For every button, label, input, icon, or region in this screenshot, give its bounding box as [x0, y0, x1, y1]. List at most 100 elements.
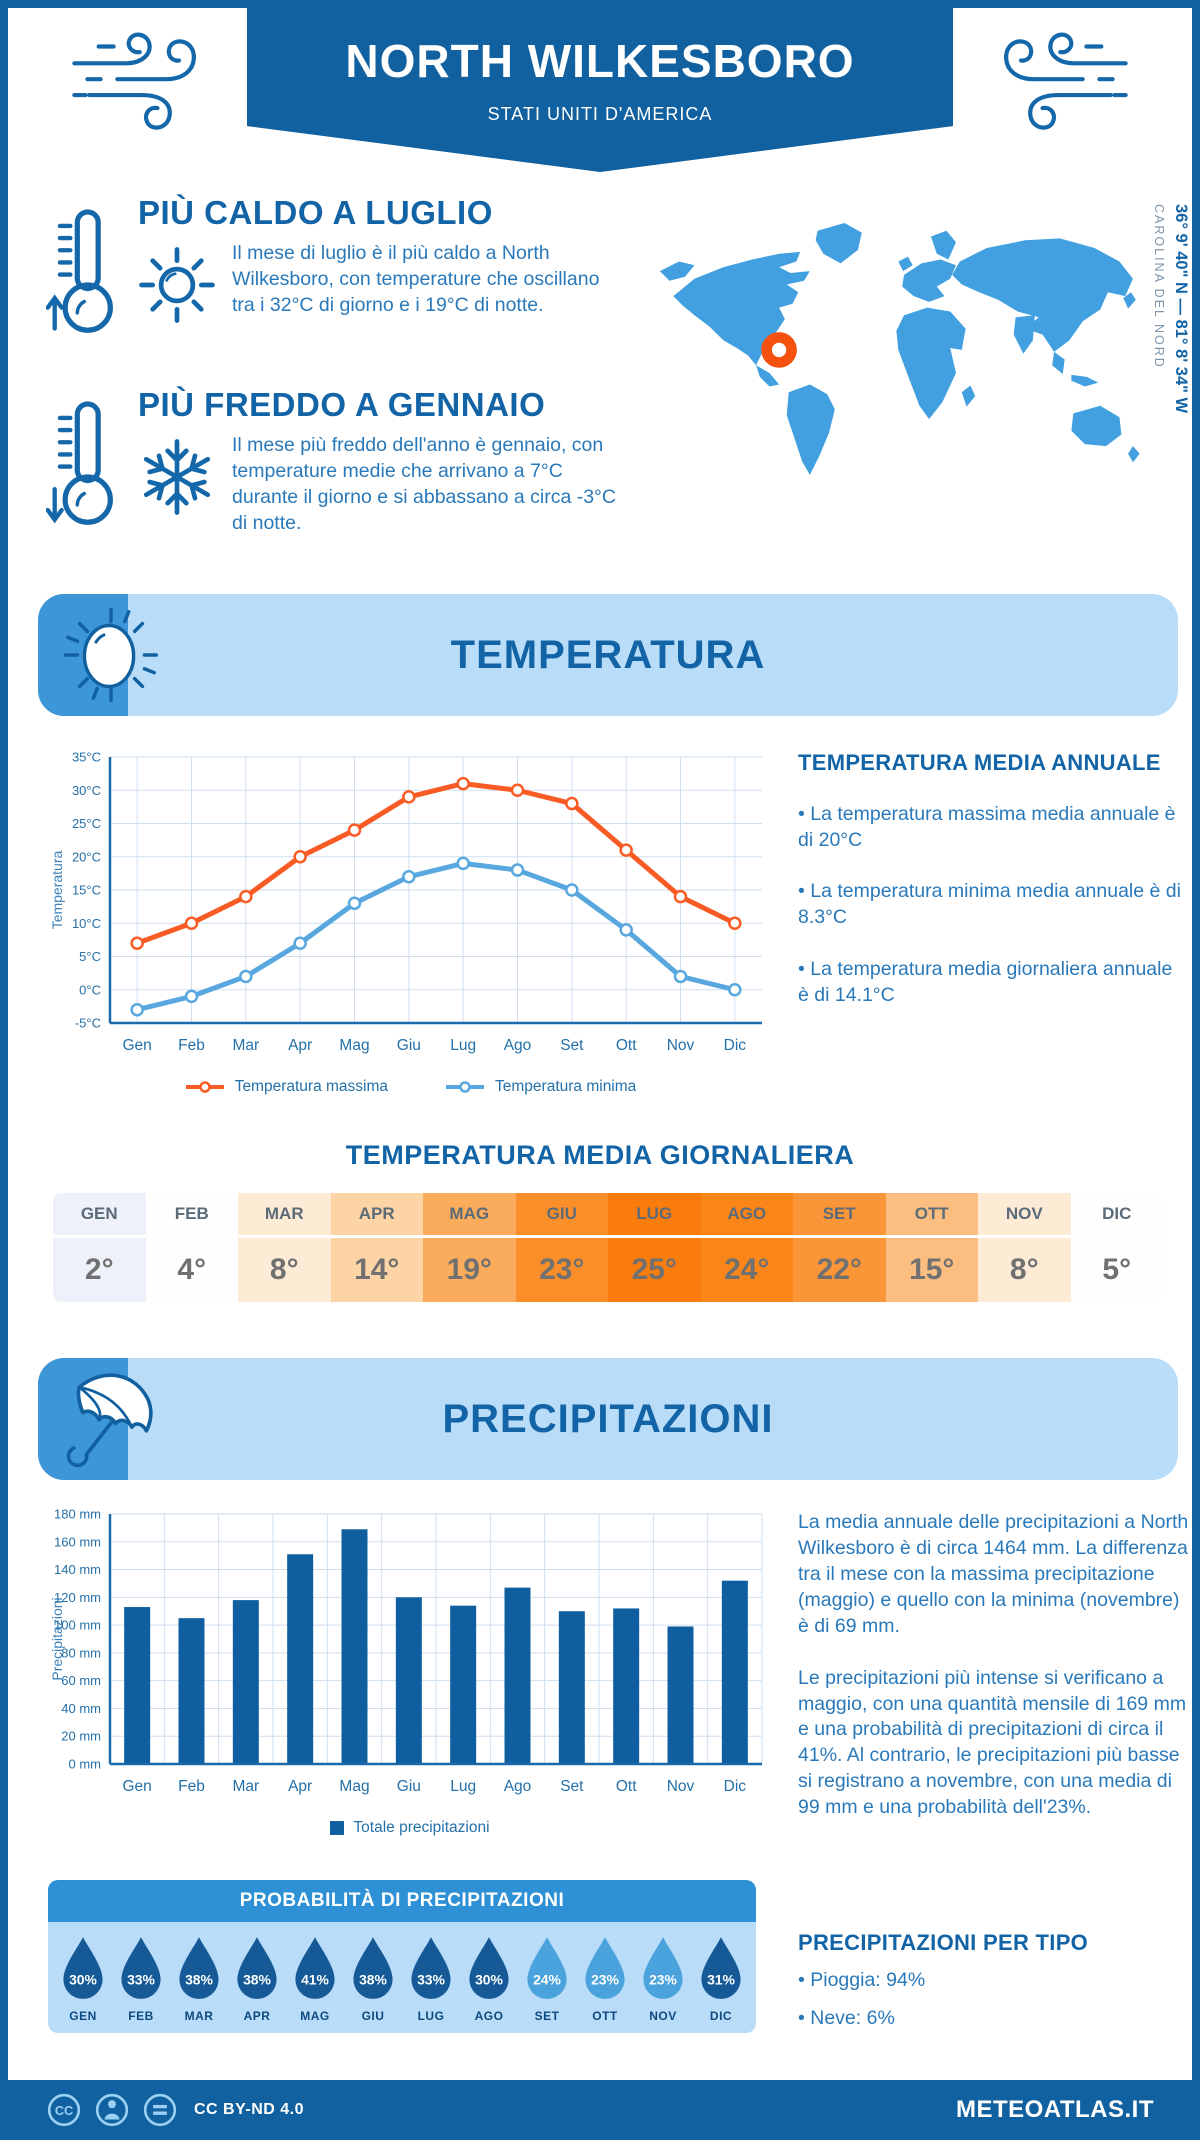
- daily-table-month: GEN: [53, 1193, 146, 1238]
- map-block: 36° 9' 40" N — 81° 8' 34" W CAROLINA DEL…: [656, 198, 1192, 510]
- svg-text:Set: Set: [560, 1037, 584, 1054]
- legend-item: Temperatura minima: [444, 1078, 636, 1096]
- svg-text:160 mm: 160 mm: [54, 1534, 101, 1549]
- precipitation-chart-legend: Totale precipitazioni: [48, 1819, 772, 1837]
- probability-drop: 33% FEB: [112, 1935, 170, 2023]
- location-marker: [761, 332, 797, 368]
- svg-text:23%: 23%: [591, 1972, 619, 1988]
- svg-text:Gen: Gen: [123, 1778, 152, 1795]
- ptype-bullet: Neve: 6%: [798, 2006, 1186, 2032]
- daily-table-value: 23°: [539, 1253, 585, 1286]
- probability-panel: PROBABILITÀ DI PRECIPITAZIONI 30% GEN 33% F…: [48, 1880, 756, 2033]
- svg-text:Feb: Feb: [178, 1037, 205, 1054]
- annual-bullet: La temperatura massima media annuale è d…: [798, 802, 1186, 853]
- wind-icon: [72, 32, 196, 130]
- svg-text:Mar: Mar: [232, 1037, 259, 1054]
- site-name: METEOATLAS.IT: [955, 2096, 1154, 2123]
- svg-text:Nov: Nov: [667, 1037, 695, 1054]
- svg-text:60 mm: 60 mm: [61, 1673, 101, 1688]
- svg-text:Lug: Lug: [450, 1778, 476, 1795]
- footer: CC CC BY-ND 4.0 METEOATLAS.IT: [8, 2080, 1192, 2140]
- svg-text:100 mm: 100 mm: [54, 1618, 101, 1633]
- sun-filled-icon: [64, 608, 158, 702]
- daily-table-month: LUG: [608, 1193, 701, 1238]
- page-subtitle: STATI UNITI D'AMERICA: [487, 104, 713, 124]
- daily-table-month: FEB: [145, 1193, 238, 1238]
- rain-drop-icon: 41%: [295, 1937, 335, 1999]
- svg-text:180 mm: 180 mm: [54, 1507, 101, 1522]
- daily-table-cell: LUG 25°: [608, 1193, 701, 1302]
- rain-drop-icon: 30%: [469, 1937, 509, 1999]
- daily-table-value: 8°: [1009, 1253, 1039, 1286]
- cold-text: Il mese più freddo dell'anno è gennaio, …: [232, 434, 616, 535]
- ptype-bullet: Pioggia: 94%: [798, 1968, 1186, 1994]
- daily-table-month: APR: [330, 1193, 423, 1238]
- svg-text:Mar: Mar: [232, 1778, 259, 1795]
- temperature-banner-title: TEMPERATURA: [450, 633, 766, 677]
- svg-text:20 mm: 20 mm: [61, 1729, 101, 1744]
- svg-text:Apr: Apr: [288, 1037, 312, 1054]
- cc-icon: CC: [47, 2093, 81, 2127]
- daily-table-cell: DIC 5°: [1070, 1193, 1163, 1302]
- svg-text:Giu: Giu: [397, 1037, 421, 1054]
- probability-drop-month: AGO: [474, 2009, 504, 2023]
- precipitation-banner: PRECIPITAZIONI: [38, 1358, 1178, 1480]
- region-text: CAROLINA DEL NORD: [1152, 204, 1166, 369]
- daily-temperature-table: GEN 2° FEB 4° MAR 8° APR 14° MAG 19° GIU 23° LUG 25° A…: [53, 1193, 1163, 1302]
- svg-text:15°C: 15°C: [72, 883, 101, 898]
- rain-drop-icon: 38%: [353, 1937, 393, 1999]
- person-icon: [95, 2093, 129, 2127]
- svg-text:Apr: Apr: [288, 1778, 312, 1795]
- license-icons: CC: [46, 2092, 178, 2128]
- probability-drop-month: DIC: [709, 2009, 733, 2023]
- probability-drop: 38% MAR: [170, 1935, 228, 2023]
- cold-section: PIÙ FREDDO A GENNAIO Il mese più freddo …: [46, 386, 636, 537]
- daily-table-value: 8°: [269, 1253, 299, 1286]
- svg-text:30%: 30%: [475, 1972, 503, 1988]
- svg-text:Feb: Feb: [178, 1778, 205, 1795]
- daily-table-value: 24°: [724, 1253, 770, 1286]
- svg-text:CC: CC: [55, 2104, 73, 2118]
- umbrella-icon: [66, 1373, 153, 1468]
- svg-text:Nov: Nov: [667, 1778, 695, 1795]
- probability-drop: 41% MAG: [286, 1935, 344, 2023]
- probability-drop: 33% LUG: [402, 1935, 460, 2023]
- daily-table-value: 25°: [631, 1253, 677, 1286]
- daily-table-cell: AGO 24°: [700, 1193, 793, 1302]
- probability-drop: 38% APR: [228, 1935, 286, 2023]
- license-text: CC BY-ND 4.0: [194, 2101, 305, 2118]
- probability-drop: 30% GEN: [54, 1935, 112, 2023]
- svg-text:10°C: 10°C: [72, 916, 101, 931]
- probability-drop: 23% NOV: [634, 1935, 692, 2023]
- hot-section: PIÙ CALDO A LUGLIO Il mese di luglio è i…: [46, 194, 636, 333]
- daily-table-month: GIU: [515, 1193, 608, 1238]
- svg-text:Mag: Mag: [339, 1037, 369, 1054]
- daily-table-value: 2°: [84, 1253, 114, 1286]
- svg-text:Dic: Dic: [724, 1778, 747, 1795]
- daily-table-cell: GIU 23°: [515, 1193, 608, 1302]
- svg-text:120 mm: 120 mm: [54, 1590, 101, 1605]
- world-map: [659, 223, 1140, 475]
- svg-text:23%: 23%: [649, 1972, 677, 1988]
- rain-drop-icon: 33%: [411, 1937, 451, 1999]
- legend-item: Temperatura massima: [184, 1078, 388, 1096]
- annual-bullet: La temperatura minima media annuale è di…: [798, 879, 1186, 930]
- map-coordinates: 36° 9' 40" N — 81° 8' 34" W CAROLINA DEL…: [1152, 204, 1190, 504]
- svg-text:Temperatura: Temperatura: [49, 850, 65, 929]
- daily-table-month: DIC: [1070, 1193, 1163, 1238]
- svg-text:31%: 31%: [707, 1972, 735, 1988]
- probability-drop: 23% OTT: [576, 1935, 634, 2023]
- daily-table-cell: APR 14°: [330, 1193, 423, 1302]
- svg-text:Mag: Mag: [339, 1778, 369, 1795]
- probability-title: PROBABILITÀ DI PRECIPITAZIONI: [48, 1880, 756, 1922]
- daily-table-cell: FEB 4°: [145, 1193, 238, 1302]
- precipitation-paragraph: Le precipitazioni più intense si verific…: [798, 1666, 1187, 1819]
- svg-text:Lug: Lug: [450, 1037, 476, 1054]
- rain-drop-icon: 30%: [63, 1937, 103, 1999]
- svg-text:33%: 33%: [127, 1972, 155, 1988]
- probability-drop-month: OTT: [592, 2009, 618, 2023]
- daily-table-month: NOV: [978, 1193, 1071, 1238]
- daily-table-value: 14°: [354, 1253, 400, 1286]
- svg-text:38%: 38%: [243, 1972, 271, 1988]
- svg-text:-5°C: -5°C: [75, 1016, 101, 1031]
